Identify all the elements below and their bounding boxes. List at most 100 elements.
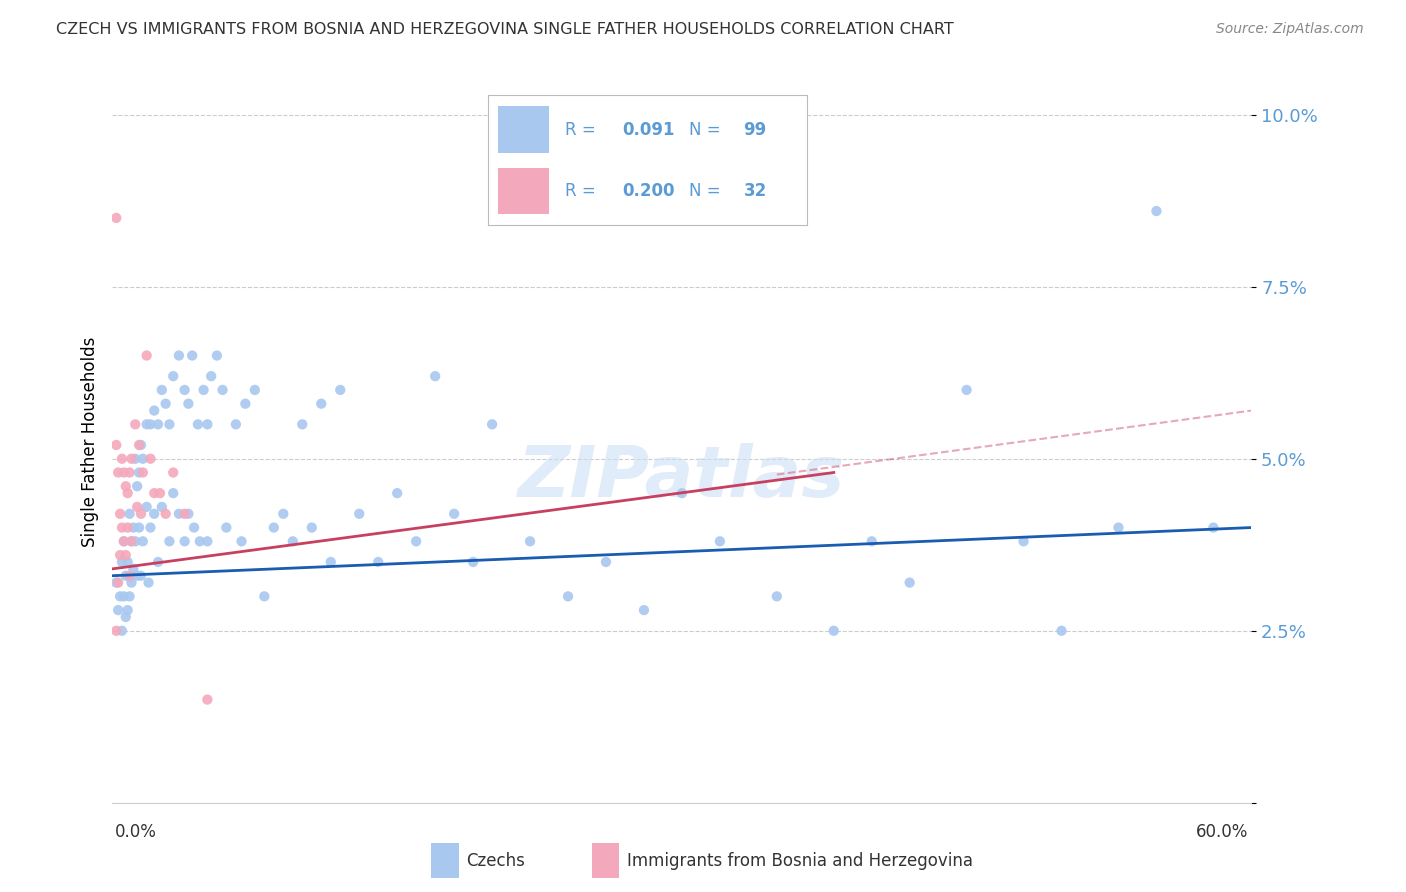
Point (1202, 520, 1225, 534)
Point (118, 590, 141, 604)
Point (128, 466, 150, 480)
Point (860, 534, 883, 549)
Point (405, 534, 427, 549)
Point (135, 417, 157, 432)
Point (105, 211, 128, 225)
Point (118, 507, 141, 521)
Point (181, 349, 204, 363)
Point (121, 534, 143, 549)
Text: 60.0%: 60.0% (1197, 822, 1249, 840)
Point (146, 417, 169, 432)
Point (309, 397, 333, 411)
Point (139, 520, 162, 534)
Point (519, 534, 541, 549)
Point (211, 383, 233, 397)
Point (128, 438, 150, 452)
Point (823, 624, 845, 638)
Point (118, 568, 141, 582)
Point (118, 466, 141, 480)
Point (105, 438, 128, 452)
Point (112, 534, 135, 549)
Text: CZECH VS IMMIGRANTS FROM BOSNIA AND HERZEGOVINA SINGLE FATHER HOUSEHOLDS CORRELA: CZECH VS IMMIGRANTS FROM BOSNIA AND HERZ… (56, 22, 955, 37)
Point (114, 610, 136, 624)
Point (177, 397, 200, 411)
Point (263, 520, 285, 534)
Point (167, 349, 190, 363)
Point (139, 417, 162, 432)
Point (146, 555, 169, 569)
Point (162, 369, 184, 384)
Point (155, 507, 177, 521)
Point (557, 590, 579, 604)
Point (124, 417, 146, 432)
Point (138, 575, 160, 590)
Point (183, 520, 205, 534)
Point (117, 603, 139, 617)
Point (159, 417, 180, 432)
Point (121, 575, 143, 590)
Point (195, 692, 219, 706)
Point (956, 383, 979, 397)
Point (367, 555, 389, 569)
Point (1108, 520, 1130, 534)
Point (124, 534, 146, 549)
Point (188, 534, 211, 549)
Point (271, 507, 295, 521)
Point (129, 507, 152, 521)
Point (127, 479, 149, 493)
Point (127, 500, 149, 514)
Point (117, 486, 139, 500)
Point (111, 555, 134, 569)
Point (243, 383, 266, 397)
Point (319, 555, 342, 569)
Point (162, 466, 184, 480)
Point (117, 555, 139, 569)
Point (121, 534, 143, 549)
Point (127, 568, 149, 582)
Point (108, 590, 131, 604)
Text: Source: ZipAtlas.com: Source: ZipAtlas.com (1216, 22, 1364, 37)
Point (117, 520, 139, 534)
Point (121, 451, 143, 466)
Point (385, 486, 409, 500)
Point (114, 479, 136, 493)
Point (173, 534, 195, 549)
Point (329, 383, 352, 397)
Point (195, 417, 219, 432)
Point (149, 486, 172, 500)
Point (150, 383, 173, 397)
Point (112, 590, 135, 604)
Point (112, 466, 135, 480)
Point (215, 520, 238, 534)
Point (108, 548, 131, 562)
Point (124, 451, 146, 466)
Point (159, 534, 180, 549)
Point (114, 568, 136, 582)
Point (108, 507, 131, 521)
Point (177, 507, 200, 521)
Point (107, 603, 129, 617)
Y-axis label: Single Father Households: Single Father Households (80, 336, 98, 547)
Point (709, 534, 731, 549)
Point (143, 403, 166, 417)
Point (155, 397, 177, 411)
Point (253, 590, 276, 604)
Point (1012, 534, 1035, 549)
Point (129, 568, 152, 582)
Point (122, 520, 145, 534)
Point (128, 520, 150, 534)
Point (173, 383, 195, 397)
Point (633, 603, 655, 617)
Point (193, 383, 215, 397)
Point (139, 451, 162, 466)
Point (173, 507, 195, 521)
Point (105, 575, 128, 590)
Point (111, 451, 134, 466)
Point (129, 438, 152, 452)
Text: ZIPatlas: ZIPatlas (519, 443, 845, 512)
Point (231, 534, 253, 549)
Point (107, 575, 129, 590)
Point (122, 562, 145, 576)
Text: 0.0%: 0.0% (115, 822, 157, 840)
Point (461, 555, 484, 569)
